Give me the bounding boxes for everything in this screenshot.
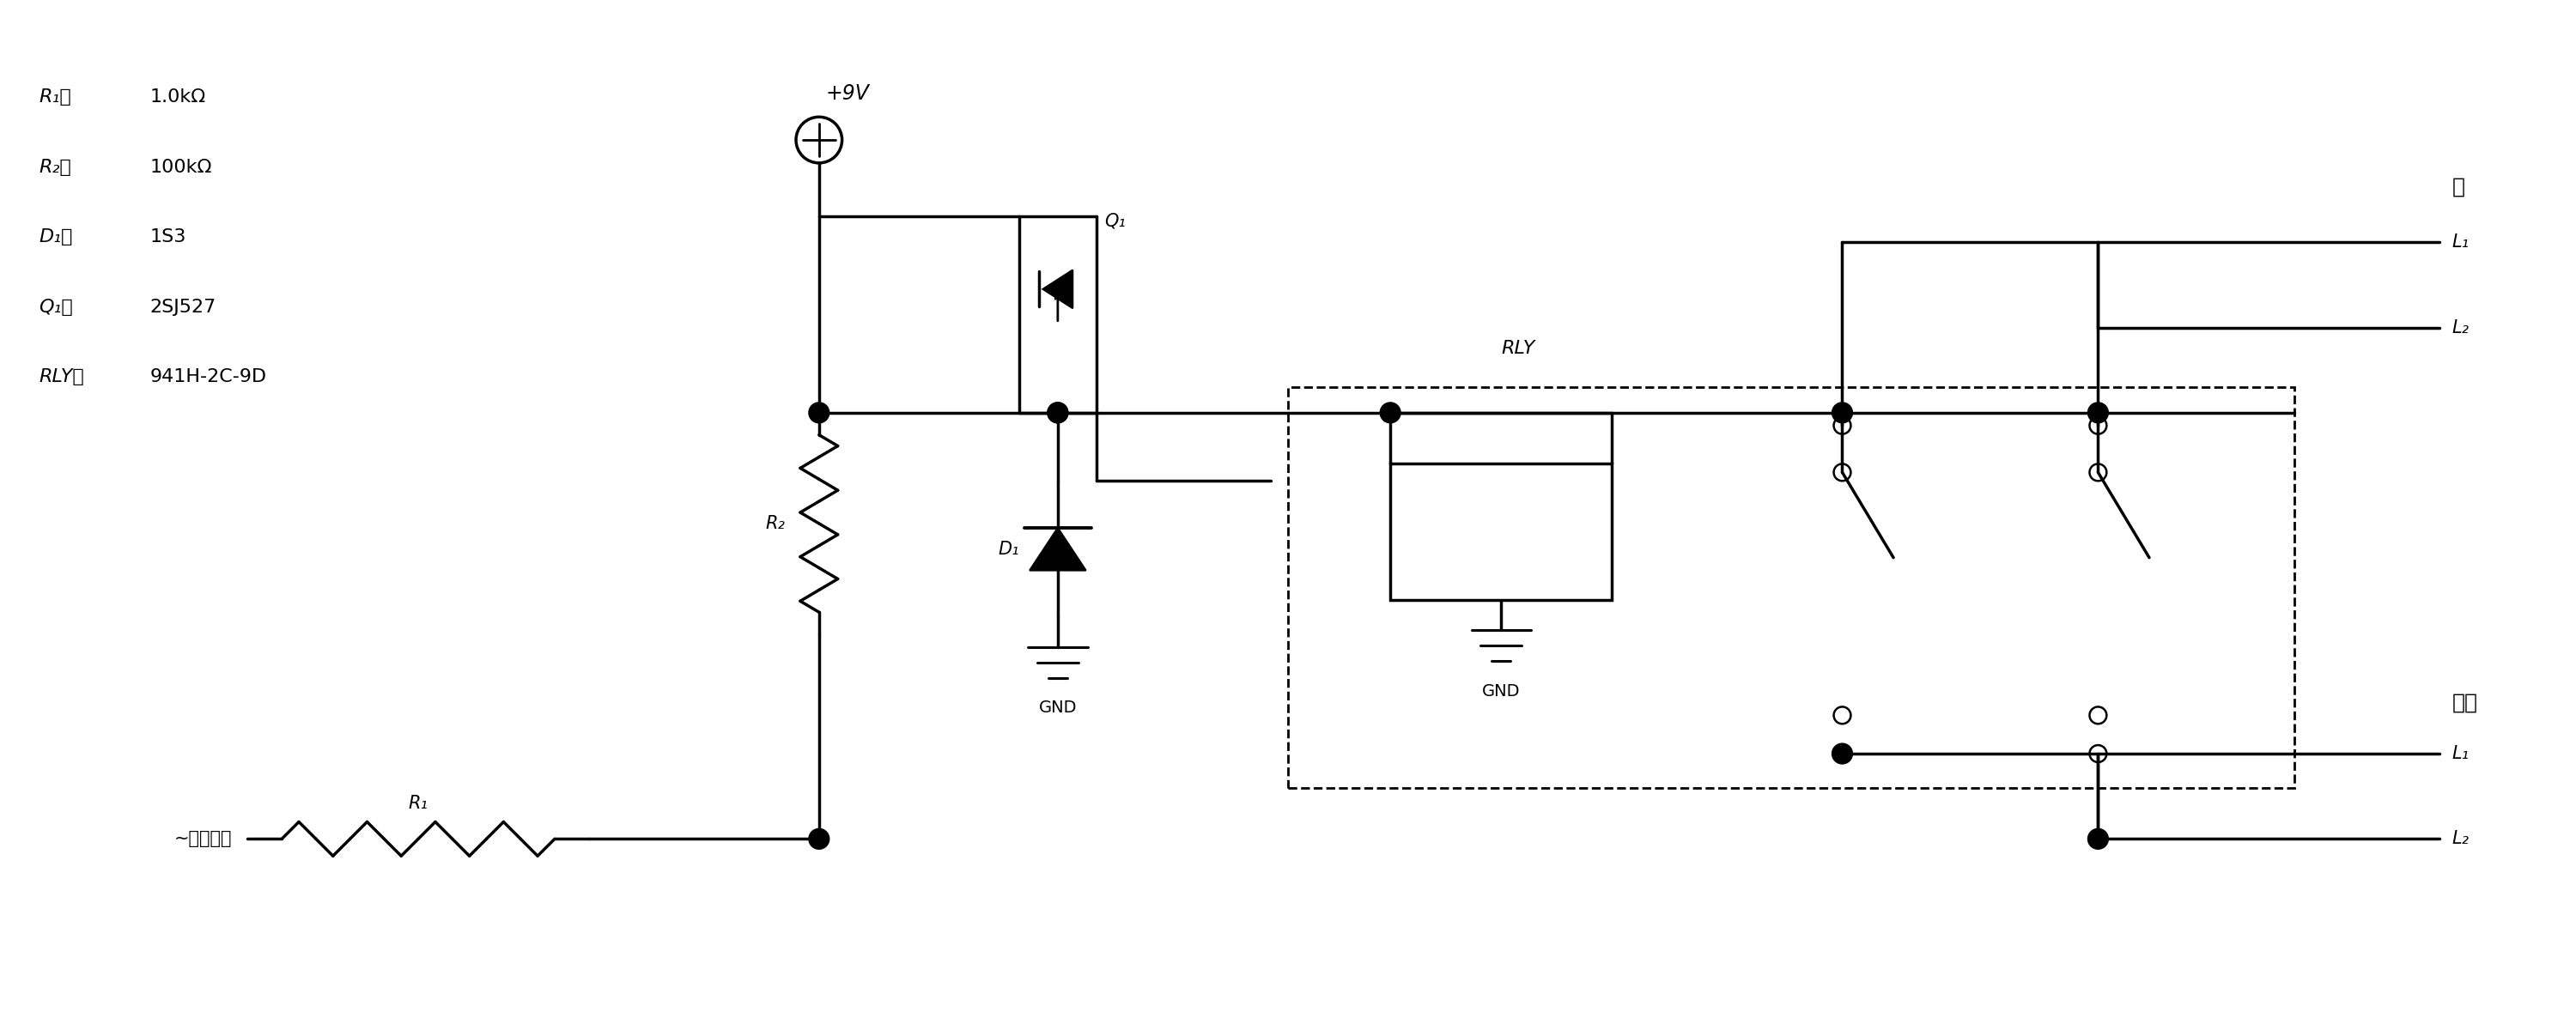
Circle shape <box>2087 829 2107 849</box>
Text: GND: GND <box>1038 700 1077 716</box>
Text: R₁: R₁ <box>410 794 428 812</box>
Text: L₁: L₁ <box>2452 745 2470 762</box>
Circle shape <box>1381 403 1401 423</box>
Text: R₁：: R₁： <box>39 89 72 106</box>
Polygon shape <box>1043 270 1072 308</box>
Text: D₁：: D₁： <box>39 229 72 246</box>
Text: L₂: L₂ <box>2452 319 2470 336</box>
Text: +9V: +9V <box>827 83 871 104</box>
Circle shape <box>809 829 829 849</box>
Text: L₁: L₁ <box>2452 234 2470 251</box>
Circle shape <box>2087 403 2107 423</box>
Text: D₁: D₁ <box>999 541 1020 557</box>
Text: Q₁：: Q₁： <box>39 299 72 315</box>
Circle shape <box>1832 744 1852 764</box>
Text: 網: 網 <box>2452 176 2465 197</box>
Bar <box>1391 464 1613 600</box>
Text: ~極性反転: ~極性反転 <box>175 830 232 848</box>
Text: RLY：: RLY： <box>39 369 85 385</box>
Text: RLY: RLY <box>1486 523 1517 541</box>
Text: Q₁: Q₁ <box>1105 212 1126 230</box>
Text: GND: GND <box>1481 683 1520 699</box>
Polygon shape <box>1030 527 1087 571</box>
Circle shape <box>1048 403 1069 423</box>
Text: 100kΩ: 100kΩ <box>149 159 211 176</box>
Circle shape <box>1048 403 1069 423</box>
Text: R₂：: R₂： <box>39 159 72 176</box>
Bar <box>1288 387 2295 788</box>
Text: R₂: R₂ <box>765 515 786 533</box>
Text: 1S3: 1S3 <box>149 229 185 246</box>
Text: 2SJ527: 2SJ527 <box>149 299 216 315</box>
Circle shape <box>809 403 829 423</box>
Text: 端末: 端末 <box>2452 692 2478 713</box>
Circle shape <box>1832 403 1852 423</box>
Text: 941H-2C-9D: 941H-2C-9D <box>149 369 265 385</box>
Text: 1.0kΩ: 1.0kΩ <box>149 89 206 106</box>
Text: L₂: L₂ <box>2452 830 2470 848</box>
Text: RLY: RLY <box>1502 340 1535 357</box>
